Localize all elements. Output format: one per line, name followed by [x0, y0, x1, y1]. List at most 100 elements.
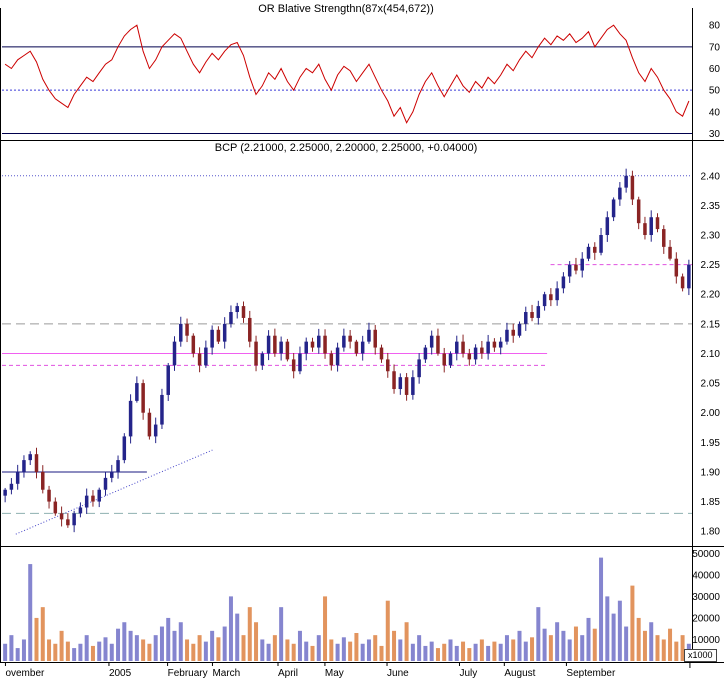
volume-bar	[9, 635, 14, 661]
volume-bar	[555, 622, 560, 661]
volume-bar	[3, 643, 8, 661]
candle-body	[417, 359, 421, 378]
candle-body	[78, 507, 83, 514]
volume-bar	[668, 628, 673, 661]
candle-body	[373, 329, 377, 348]
volume-bar	[153, 635, 158, 661]
volume-bar	[649, 622, 654, 661]
volume-bar	[636, 617, 641, 661]
volume-bar	[185, 639, 190, 661]
candle-body	[636, 199, 641, 224]
x-axis-label: ovember	[5, 668, 45, 679]
volume-bar	[461, 641, 466, 661]
candle-body	[47, 489, 51, 502]
volume-bar	[617, 600, 622, 661]
candle-body	[260, 353, 265, 366]
y-tick-label: 30	[709, 129, 721, 140]
candle-body	[53, 501, 58, 514]
candle-body	[34, 454, 39, 472]
rsi-panel-title: OR Blative Strengthn(87x(454,672))	[258, 3, 434, 15]
candle-body	[216, 329, 221, 342]
candle-body	[28, 454, 32, 461]
y-tick-label: 2.00	[701, 408, 721, 419]
volume-bar	[373, 635, 378, 661]
candle-body	[542, 294, 547, 307]
volume-bar	[398, 639, 403, 661]
candle-body	[291, 359, 296, 372]
volume-bar	[266, 643, 271, 661]
volume-bar	[435, 648, 440, 661]
y-tick-label: 70	[709, 42, 721, 53]
volume-bar	[360, 643, 365, 661]
x-axis-label: March	[212, 668, 240, 679]
candle-body	[210, 329, 214, 348]
volume-bar	[72, 648, 77, 661]
volume-bar	[159, 626, 164, 661]
volume-bar	[504, 635, 509, 661]
y-tick-label: 1.80	[701, 527, 721, 538]
candle-body	[624, 175, 628, 188]
candle-body	[229, 312, 233, 324]
candle-body	[9, 483, 14, 490]
volume-bar	[442, 643, 447, 661]
volume-bar	[642, 630, 647, 661]
volume-bar	[178, 622, 183, 661]
volume-bar	[536, 607, 541, 661]
volume-bar	[15, 648, 20, 661]
volume-bar	[147, 643, 152, 661]
candle-body	[285, 341, 290, 360]
candle-body	[674, 258, 679, 277]
y-tick-label: 2.40	[701, 171, 721, 182]
candle-body	[204, 347, 208, 366]
candle-body	[593, 246, 597, 253]
candle-body	[266, 335, 271, 354]
volume-bar	[335, 643, 340, 661]
candle-body	[367, 329, 371, 342]
volume-bar	[498, 643, 503, 661]
candle-body	[680, 276, 685, 289]
candle-body	[655, 217, 660, 230]
x-axis-label: February	[168, 668, 208, 679]
candle-body	[153, 424, 158, 437]
volume-bar	[310, 645, 315, 661]
y-tick-label: 2.10	[701, 349, 721, 360]
volume-bar	[40, 607, 45, 661]
volume-bar	[34, 617, 39, 661]
volume-bar	[586, 617, 591, 661]
y-tick-label: 1.95	[701, 438, 721, 449]
candle-body	[599, 235, 603, 253]
candle-body	[279, 341, 283, 354]
candle-body	[335, 347, 340, 366]
volume-bar	[254, 622, 259, 661]
volume-bar	[611, 613, 616, 661]
volume-bar	[103, 637, 108, 661]
candle-body	[561, 276, 566, 289]
volume-bar	[392, 630, 397, 661]
candle-body	[72, 513, 76, 526]
candle-body	[3, 489, 7, 496]
volume-bar	[78, 643, 83, 661]
candle-body	[392, 371, 396, 390]
volume-bar	[517, 630, 522, 661]
y-tick-label: 2.30	[701, 231, 721, 242]
candle-body	[235, 306, 239, 313]
candle-body	[630, 175, 635, 200]
volume-bar	[341, 637, 346, 661]
candle-body	[448, 353, 453, 366]
candle-body	[411, 377, 415, 395]
volume-bar	[247, 607, 252, 661]
volume-bar	[680, 635, 685, 661]
candle-body	[222, 323, 227, 342]
volume-bar	[511, 639, 516, 661]
volume-bar	[592, 628, 597, 661]
candle-body	[511, 329, 515, 336]
volume-bar	[379, 645, 384, 661]
candle-body	[486, 341, 490, 354]
x-axis-label: July	[459, 668, 477, 679]
volume-bar	[191, 643, 196, 661]
candle-body	[567, 264, 572, 277]
y-tick-label: 2.25	[701, 260, 721, 271]
volume-bar	[21, 639, 26, 661]
volume-bar	[128, 630, 133, 661]
